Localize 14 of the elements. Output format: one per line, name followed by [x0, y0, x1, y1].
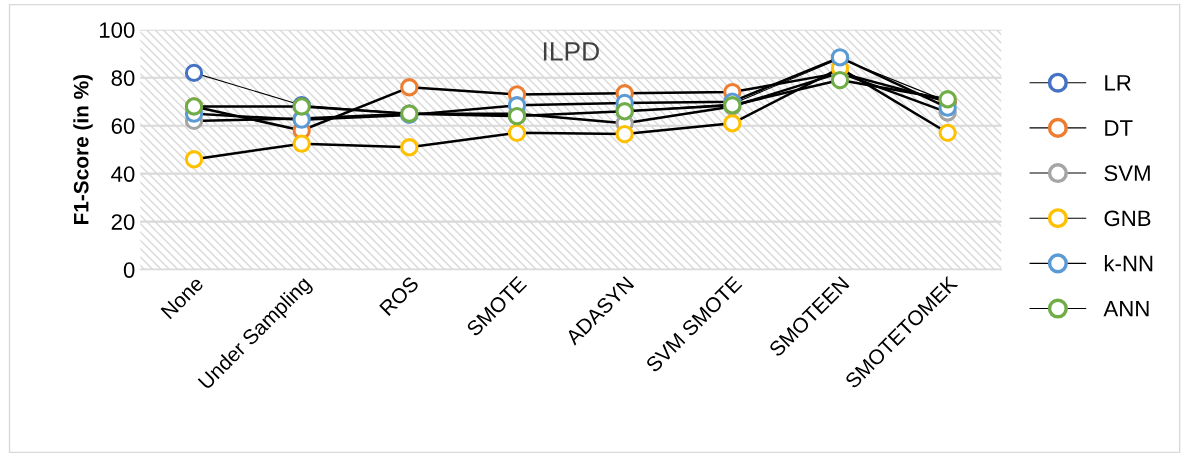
- y-tick-label: 40: [111, 166, 135, 182]
- legend-label: GNB: [1104, 210, 1151, 227]
- legend-label: LR: [1105, 75, 1131, 91]
- legend-label: ANN: [1103, 301, 1149, 317]
- legend-label: DT: [1105, 120, 1133, 136]
- y-tick-label: 60: [111, 118, 135, 134]
- chart-title: ILPD: [543, 42, 599, 61]
- y-tick-label: 100: [99, 22, 135, 38]
- y-tick-label: 20: [111, 214, 135, 230]
- y-tick-label: 80: [111, 70, 135, 86]
- legend-label: k-NN: [1104, 255, 1153, 272]
- y-tick-label: 0: [123, 262, 135, 278]
- y-axis-title: F1-Score (in %): [73, 74, 93, 225]
- legend-label: SVM: [1104, 165, 1150, 182]
